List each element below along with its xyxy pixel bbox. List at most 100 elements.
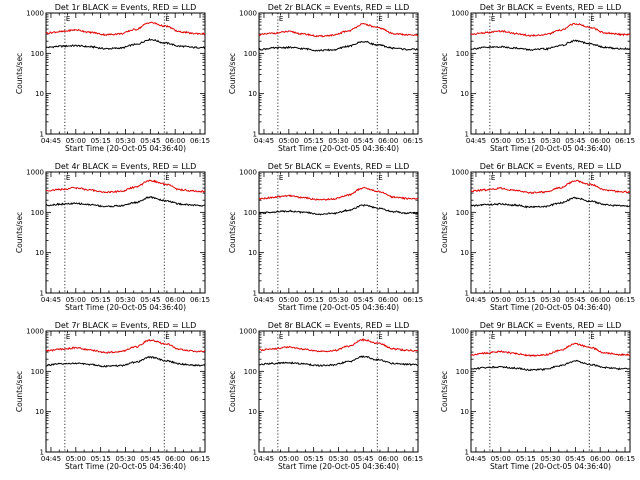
y-tick-label: 10: [35, 90, 44, 98]
chart-title: Det 7r BLACK = Events, RED = LLD: [55, 321, 197, 330]
y-axis-label: Counts/sec: [440, 53, 449, 94]
event-marker-label: E: [165, 15, 169, 23]
event-marker-label: E: [279, 15, 283, 23]
chart-title: Det 4r BLACK = Events, RED = LLD: [55, 162, 197, 171]
x-tick-label: 05:45: [565, 137, 585, 145]
y-tick-label: 100: [456, 368, 469, 376]
x-tick-label: 05:30: [540, 296, 560, 304]
x-tick-label: 05:15: [91, 137, 111, 145]
x-tick-label: 05:45: [140, 296, 160, 304]
chart-title: Det 8r BLACK = Events, RED = LLD: [268, 321, 410, 330]
x-tick-label: 05:30: [328, 137, 348, 145]
x-tick-label: 05:45: [353, 137, 373, 145]
x-axis-label: Start Time (20-Oct-05 04:36:40): [65, 462, 186, 471]
x-axis-label: Start Time (20-Oct-05 04:36:40): [65, 144, 186, 153]
series-lld-line: [470, 22, 631, 37]
y-tick-label: 100: [244, 368, 257, 376]
x-tick-label: 06:15: [190, 137, 210, 145]
event-marker-label: E: [378, 15, 382, 23]
series-events-line: [45, 195, 206, 208]
x-tick-label: 05:15: [91, 296, 111, 304]
series-events-line: [258, 203, 419, 216]
series-events-line: [470, 359, 631, 372]
x-tick-label: 06:00: [378, 137, 398, 145]
x-tick-label: 06:00: [590, 137, 610, 145]
x-tick-label: 06:15: [403, 296, 423, 304]
x-tick-label: 05:45: [353, 455, 373, 463]
x-tick-label: 04:45: [41, 455, 61, 463]
y-tick-label: 100: [31, 209, 44, 217]
event-marker-label: E: [491, 333, 495, 341]
y-tick-label: 10: [248, 249, 257, 257]
x-tick-label: 05:00: [66, 455, 86, 463]
x-tick-label: 04:45: [254, 137, 274, 145]
x-tick-label: 05:15: [304, 455, 324, 463]
series-lld-line: [470, 179, 631, 195]
x-axis-label: Start Time (20-Oct-05 04:36:40): [490, 303, 611, 312]
series-lld-line: [258, 22, 419, 38]
x-tick-label: 06:15: [403, 137, 423, 145]
y-tick-label: 100: [456, 209, 469, 217]
y-tick-label: 100: [244, 50, 257, 58]
chart-panel-7: Det 7r BLACK = Events, RED = LLD 1 10 100 10…: [15, 321, 210, 471]
y-tick-label: 1: [465, 290, 469, 298]
x-tick-label: 05:30: [540, 455, 560, 463]
y-tick-label: 100: [31, 50, 44, 58]
plot-frame: [470, 330, 631, 453]
x-axis-label: Start Time (20-Oct-05 04:36:40): [490, 462, 611, 471]
y-axis-label: Counts/sec: [15, 212, 24, 253]
x-tick-label: 06:15: [615, 296, 635, 304]
event-marker-label: E: [590, 174, 594, 182]
x-tick-label: 05:15: [304, 137, 324, 145]
x-tick-label: 06:15: [403, 455, 423, 463]
y-axis-label: Counts/sec: [440, 371, 449, 412]
y-tick-label: 1: [40, 131, 44, 139]
series-lld-line: [470, 342, 631, 357]
x-tick-label: 04:45: [41, 137, 61, 145]
x-tick-label: 05:00: [491, 455, 511, 463]
x-tick-label: 06:15: [190, 296, 210, 304]
chart-title: Det 5r BLACK = Events, RED = LLD: [268, 162, 410, 171]
y-tick-label: 1000: [239, 10, 257, 18]
x-tick-label: 05:30: [328, 296, 348, 304]
y-tick-label: 1000: [26, 10, 44, 18]
x-tick-label: 05:00: [279, 455, 299, 463]
series-events-line: [45, 355, 206, 368]
y-tick-label: 100: [244, 209, 257, 217]
y-tick-label: 1000: [451, 328, 469, 336]
x-tick-label: 06:15: [615, 455, 635, 463]
series-lld-line: [46, 338, 206, 354]
y-tick-label: 1000: [239, 169, 257, 177]
event-marker-label: E: [279, 174, 283, 182]
x-axis-label: Start Time (20-Oct-05 04:36:40): [278, 144, 399, 153]
y-tick-label: 1000: [26, 169, 44, 177]
series-events-line: [470, 39, 631, 52]
x-axis-label: Start Time (20-Oct-05 04:36:40): [65, 303, 186, 312]
x-tick-label: 06:15: [615, 137, 635, 145]
x-tick-label: 06:00: [378, 296, 398, 304]
series-events-line: [45, 37, 206, 51]
event-marker-label: E: [378, 333, 382, 341]
y-tick-label: 10: [460, 249, 469, 257]
x-tick-label: 06:00: [165, 137, 185, 145]
x-tick-label: 05:45: [353, 296, 373, 304]
chart-panel-6: Det 6r BLACK = Events, RED = LLD 1 10 100 10…: [440, 162, 635, 312]
x-tick-label: 05:15: [516, 296, 536, 304]
x-tick-label: 05:45: [140, 137, 160, 145]
y-axis-label: Counts/sec: [440, 212, 449, 253]
x-tick-label: 05:30: [115, 455, 135, 463]
y-axis-label: Counts/sec: [15, 53, 24, 94]
x-tick-label: 05:45: [140, 455, 160, 463]
y-axis-label: Counts/sec: [228, 212, 237, 253]
y-tick-label: 10: [35, 249, 44, 257]
x-axis-label: Start Time (20-Oct-05 04:36:40): [278, 303, 399, 312]
event-marker-label: E: [165, 333, 169, 341]
x-tick-label: 04:45: [254, 455, 274, 463]
x-tick-label: 05:30: [115, 296, 135, 304]
x-tick-label: 06:00: [165, 455, 185, 463]
plot-frame: [258, 171, 419, 294]
y-tick-label: 1000: [451, 169, 469, 177]
event-marker-label: E: [279, 333, 283, 341]
series-events-line: [470, 196, 631, 209]
